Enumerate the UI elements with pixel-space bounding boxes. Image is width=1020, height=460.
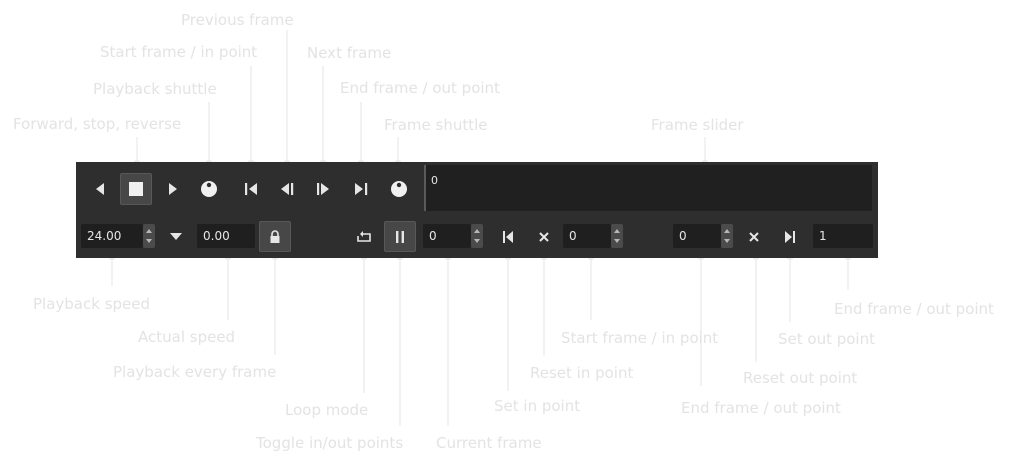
label-reset-in-point: Reset in point <box>530 364 634 382</box>
set-out-icon <box>785 231 795 243</box>
out-point-stepper[interactable] <box>721 224 733 248</box>
label-end-frame-top: End frame / out point <box>340 79 500 97</box>
current-frame-stepper[interactable] <box>471 224 483 248</box>
chevron-down-icon <box>170 233 182 240</box>
label-end-frame-right: End frame / out point <box>834 300 994 318</box>
out-point-field[interactable]: 0 <box>673 224 721 248</box>
playback-speed-field[interactable]: 24.00 <box>81 224 143 248</box>
label-playback-every-frame: Playback every frame <box>113 363 277 381</box>
lock-icon <box>270 229 280 243</box>
in-point-stepper[interactable] <box>611 224 623 248</box>
label-actual-speed: Actual speed <box>138 328 236 346</box>
label-playback-shuttle: Playback shuttle <box>93 80 217 98</box>
set-in-icon <box>503 231 513 243</box>
next-frame-button[interactable] <box>313 179 333 199</box>
loop-icon <box>357 231 371 242</box>
label-reset-out-point: Reset out point <box>743 369 858 387</box>
end-frame-button[interactable] <box>351 179 371 199</box>
reverse-button[interactable] <box>89 178 111 200</box>
playback-every-frame-toggle[interactable] <box>259 221 291 252</box>
square-stop-icon <box>129 182 143 196</box>
shuttle-dial-icon <box>201 181 217 197</box>
set-out-point-button[interactable] <box>781 229 799 245</box>
loop-mode-button[interactable] <box>354 228 374 246</box>
playback-shuttle[interactable] <box>199 179 219 199</box>
label-start-frame-top: Start frame / in point <box>100 43 258 61</box>
step-forward-icon <box>317 183 329 195</box>
reset-out-point-button[interactable] <box>746 229 762 245</box>
triangle-right-icon <box>169 183 177 195</box>
label-toggle-in-out: Toggle in/out points <box>256 434 404 452</box>
toggle-in-out-points-button[interactable] <box>384 221 416 252</box>
playback-speed-stepper[interactable] <box>143 224 155 248</box>
label-frame-shuttle: Frame shuttle <box>384 116 488 134</box>
label-previous-frame: Previous frame <box>181 11 294 29</box>
frame-slider[interactable]: 0 <box>424 165 872 211</box>
pause-bars-icon <box>396 230 404 243</box>
label-loop-mode: Loop mode <box>285 401 369 419</box>
step-back-icon <box>281 183 294 195</box>
reset-in-point-button[interactable] <box>536 229 552 245</box>
close-icon <box>539 232 549 242</box>
frame-shuttle[interactable] <box>389 179 409 199</box>
set-in-point-button[interactable] <box>499 229 517 245</box>
slider-handle[interactable] <box>424 165 426 211</box>
shuttle-dial-icon <box>391 181 407 197</box>
stop-button[interactable] <box>120 173 152 205</box>
close-icon <box>749 232 759 242</box>
previous-frame-button[interactable] <box>277 179 297 199</box>
label-playback-speed: Playback speed <box>33 295 151 313</box>
label-start-frame-bottom: Start frame / in point <box>561 329 719 347</box>
triangle-left-icon <box>96 183 104 195</box>
forward-button[interactable] <box>162 178 184 200</box>
label-frame-slider: Frame slider <box>651 116 744 134</box>
start-frame-button[interactable] <box>241 179 261 199</box>
label-next-frame: Next frame <box>307 44 392 62</box>
end-frame-field[interactable]: 1 <box>813 224 873 248</box>
in-point-field[interactable]: 0 <box>563 224 611 248</box>
label-forward-stop-reverse: Forward, stop, reverse <box>13 115 182 133</box>
label-set-in-point: Set in point <box>494 397 581 415</box>
label-current-frame: Current frame <box>436 434 542 452</box>
skip-to-start-icon <box>245 183 257 195</box>
label-end-frame-bottom: End frame / out point <box>681 399 841 417</box>
current-frame-field[interactable]: 0 <box>423 224 471 248</box>
label-set-out-point: Set out point <box>778 330 875 348</box>
speed-dropdown-button[interactable] <box>168 229 184 243</box>
skip-to-end-icon <box>355 183 368 195</box>
actual-speed-field: 0.00 <box>197 224 255 248</box>
frame-slider-value: 0 <box>431 174 438 187</box>
